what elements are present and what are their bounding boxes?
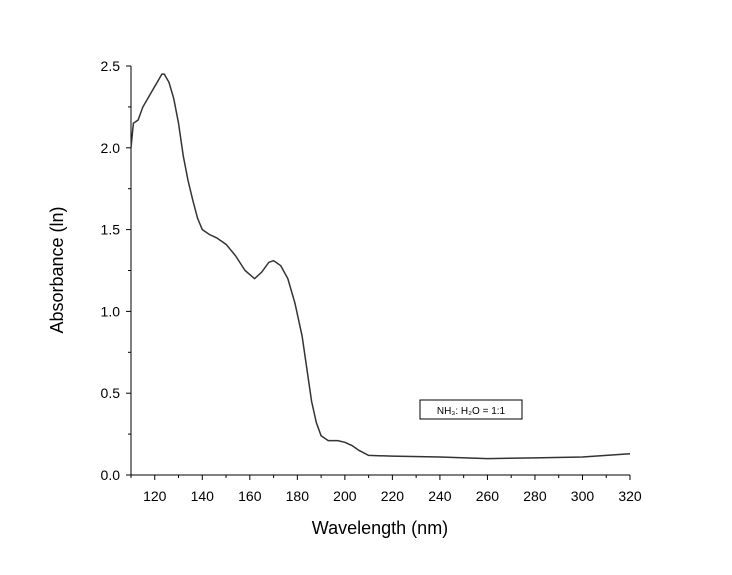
legend-box <box>419 399 523 420</box>
x-axis-label: Wavelength (nm) <box>312 518 448 538</box>
y-tick-label: 0.5 <box>101 385 121 401</box>
y-tick-label: 2.0 <box>101 140 121 156</box>
data-line <box>130 73 631 460</box>
x-tick-label: 280 <box>523 488 547 504</box>
x-tick-label: 320 <box>618 488 642 504</box>
x-tick-label: 120 <box>143 488 167 504</box>
x-tick-label: 140 <box>191 488 215 504</box>
y-tick-label: 1.0 <box>101 303 121 319</box>
x-tick-label: 220 <box>381 488 405 504</box>
x-tick-label: 240 <box>428 488 452 504</box>
x-tick-label: 180 <box>286 488 310 504</box>
x-tick-label: 200 <box>333 488 357 504</box>
x-tick-label: 300 <box>571 488 595 504</box>
legend-label: NH₃: H₂O = 1:1 <box>437 406 506 417</box>
y-tick-label: 0.0 <box>101 467 121 483</box>
x-tick-label: 260 <box>476 488 500 504</box>
y-tick-label: 2.5 <box>101 58 121 74</box>
y-tick-label: 1.5 <box>101 222 121 238</box>
x-tick-label: 160 <box>238 488 262 504</box>
y-axis-label: Absorbance (ln) <box>47 206 67 333</box>
